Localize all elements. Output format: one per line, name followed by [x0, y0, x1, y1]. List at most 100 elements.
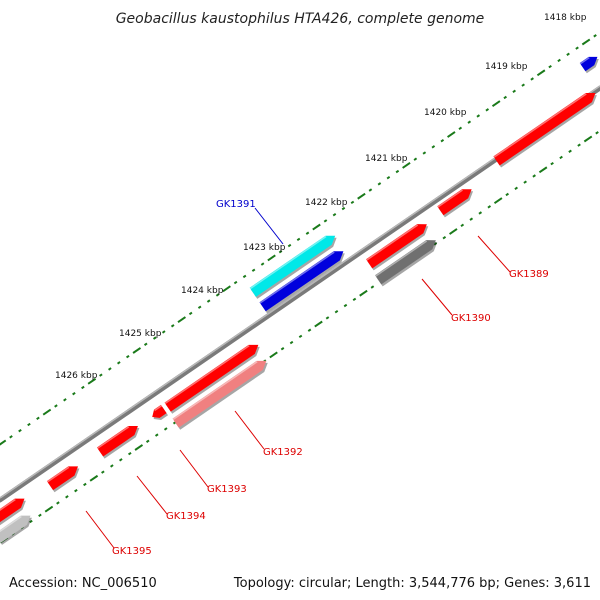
- tick-mark-inner: [469, 217, 474, 221]
- tick-mark-outer: [491, 100, 501, 108]
- tick-mark-outer: [476, 114, 481, 118]
- gene-label-gk1389[interactable]: GK1389: [509, 269, 549, 280]
- gene-gk1393[interactable]: [149, 404, 169, 423]
- gene-gk1394[interactable]: [96, 421, 143, 459]
- tick-mark-outer: [132, 347, 142, 354]
- tick-mark-outer: [332, 213, 337, 217]
- tick-mark-inner: [154, 433, 159, 437]
- accession-text: Accession: NC_006510: [9, 576, 157, 591]
- tick-mark-outer: [242, 274, 247, 279]
- tick-mark-inner: [514, 186, 518, 190]
- tick-mark-inner: [145, 439, 150, 443]
- tick-mark-outer: [222, 285, 231, 293]
- tick-mark-inner: [83, 482, 87, 487]
- gene-label-gk1393[interactable]: GK1393: [207, 484, 247, 495]
- tick-mark-outer: [177, 316, 186, 323]
- gene-gk1391[interactable]: [249, 231, 340, 299]
- tick-mark-outer: [431, 145, 436, 149]
- tick-mark-outer: [575, 46, 579, 50]
- tick-mark-outer: [485, 108, 490, 112]
- tick-mark-outer: [503, 95, 507, 100]
- tick-mark-outer: [341, 206, 346, 211]
- tick-mark-outer: [267, 254, 276, 262]
- leader-gk1395: [85, 510, 115, 549]
- tick-mark-outer: [9, 435, 13, 439]
- tick-mark-inner: [38, 513, 42, 517]
- tick-mark-outer: [312, 223, 321, 231]
- tick-mark-outer: [278, 250, 283, 254]
- tick-mark-outer: [108, 367, 112, 371]
- tick-mark-outer: [18, 428, 22, 433]
- tick-mark-outer: [521, 83, 525, 87]
- tick-mark-outer: [42, 408, 52, 416]
- tick-mark-outer: [81, 385, 85, 390]
- tick-mark-outer: [566, 52, 570, 56]
- leader-gk1393: [179, 449, 209, 488]
- tick-mark-inner: [433, 242, 438, 246]
- tick-mark-inner: [550, 161, 554, 166]
- gene-label-gk1394[interactable]: GK1394: [166, 511, 206, 522]
- tick-mark-inner: [370, 285, 375, 289]
- gene-gk1389[interactable]: [493, 89, 600, 168]
- genome-summary-text: Topology: circular; Length: 3,544,776 bp…: [233, 576, 591, 591]
- tick-label-1423: 1423 kbp: [243, 243, 286, 253]
- tick-mark-outer: [215, 293, 220, 297]
- tick-mark-outer: [260, 262, 265, 266]
- gene-gk1390[interactable]: [366, 220, 431, 271]
- tick-mark-inner: [110, 464, 114, 468]
- tick-mark-inner: [134, 444, 144, 451]
- tick-mark-outer: [440, 138, 445, 143]
- gene-gk1395[interactable]: [46, 462, 83, 493]
- tick-mark-outer: [377, 182, 382, 186]
- gene-gk1396[interactable]: [0, 494, 29, 528]
- tick-mark-inner: [163, 427, 168, 431]
- gene-gk1391-b[interactable]: [259, 247, 347, 314]
- tick-mark-outer: [63, 398, 67, 402]
- tick-mark-outer: [422, 151, 427, 155]
- tick-mark-inner: [280, 347, 285, 351]
- tick-mark-outer: [152, 336, 157, 340]
- gene-gk1388[interactable]: [579, 53, 600, 74]
- tick-mark-inner: [127, 451, 132, 456]
- gene-label-gk1390[interactable]: GK1390: [451, 313, 491, 324]
- tick-mark-outer: [305, 231, 310, 235]
- tick-mark-outer: [296, 237, 301, 242]
- tick-mark-inner: [559, 155, 563, 160]
- tick-mark-inner: [314, 320, 323, 328]
- tick-label-1425: 1425 kbp: [119, 329, 162, 339]
- gene-gk1389-b[interactable]: [437, 185, 476, 218]
- map-title: Geobacillus kaustophilus HTA426, complet…: [116, 11, 485, 27]
- gene-label-gk1392[interactable]: GK1392: [263, 447, 303, 458]
- tick-mark-outer: [557, 58, 561, 63]
- gene-label-gk1395[interactable]: GK1395: [112, 546, 152, 557]
- tick-mark-outer: [350, 200, 355, 205]
- gene-gk1396-shade[interactable]: [0, 511, 35, 545]
- tick-label-1418: 1418 kbp: [544, 13, 587, 23]
- tick-mark-inner: [568, 149, 572, 153]
- gene-label-gk1391[interactable]: GK1391: [216, 199, 256, 210]
- tick-track-outer: [0, 34, 597, 446]
- leader-gk1389: [477, 235, 511, 273]
- leader-gk1392: [234, 410, 265, 450]
- tick-mark-outer: [323, 219, 328, 223]
- tick-mark-outer: [161, 330, 166, 334]
- tick-label-1419: 1419 kbp: [485, 62, 528, 72]
- tick-mark-inner: [359, 289, 368, 297]
- tick-mark-inner: [487, 205, 492, 209]
- tick-mark-inner: [352, 297, 357, 302]
- tick-mark-inner: [65, 495, 69, 499]
- tick-mark-inner: [334, 310, 339, 314]
- leader-gk1391: [254, 207, 284, 245]
- tick-mark-outer: [386, 176, 391, 180]
- gene-gk1390-shade[interactable]: [375, 236, 440, 287]
- tick-mark-outer: [368, 188, 373, 192]
- gene-gk1392-shade[interactable]: [172, 356, 271, 430]
- tick-mark-outer: [402, 161, 411, 169]
- tick-mark-outer: [581, 38, 591, 46]
- tick-label-1426: 1426 kbp: [55, 371, 98, 381]
- tick-mark-inner: [307, 328, 312, 332]
- tick-mark-outer: [536, 69, 546, 77]
- gene-gk1392[interactable]: [164, 340, 263, 414]
- tick-mark-inner: [29, 519, 33, 524]
